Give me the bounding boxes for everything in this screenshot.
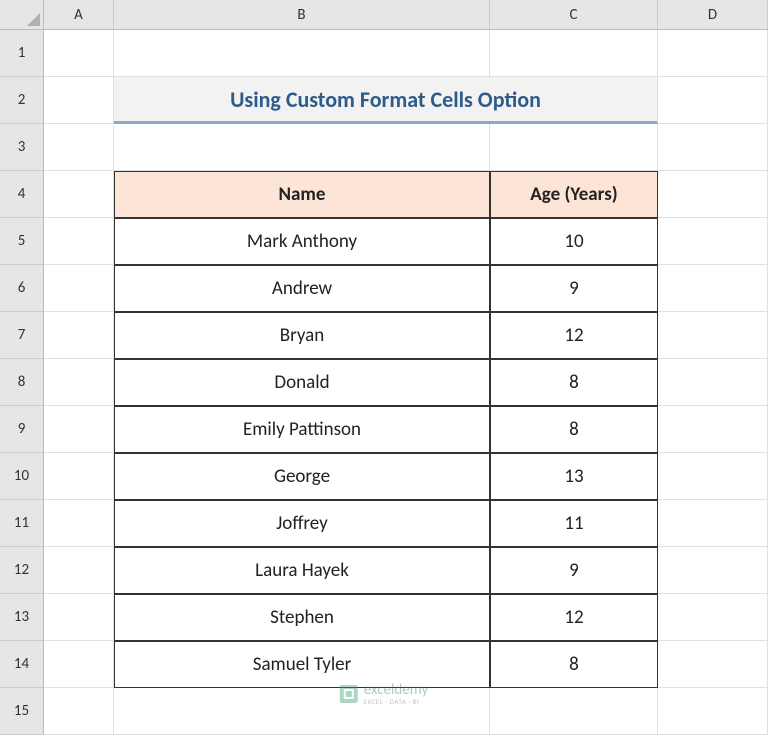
- row-header-13[interactable]: 13: [0, 594, 44, 641]
- cell-a5[interactable]: [44, 218, 114, 265]
- cell-d12[interactable]: [658, 547, 768, 594]
- cell-b3[interactable]: [114, 124, 490, 171]
- cell-d11[interactable]: [658, 500, 768, 547]
- row-header-2[interactable]: 2: [0, 77, 44, 124]
- col-header-b[interactable]: B: [114, 0, 490, 30]
- row-header-14[interactable]: 14: [0, 641, 44, 688]
- cell-d1[interactable]: [658, 30, 768, 77]
- cell-a13[interactable]: [44, 594, 114, 641]
- table-row[interactable]: 12: [490, 594, 658, 641]
- cell-d9[interactable]: [658, 406, 768, 453]
- table-row[interactable]: Joffrey: [114, 500, 490, 547]
- cell-c3[interactable]: [490, 124, 658, 171]
- cell-d3[interactable]: [658, 124, 768, 171]
- table-row[interactable]: 12: [490, 312, 658, 359]
- cell-c15[interactable]: [490, 688, 658, 735]
- select-all-corner[interactable]: [0, 0, 44, 30]
- table-row[interactable]: 10: [490, 218, 658, 265]
- row-header-1[interactable]: 1: [0, 30, 44, 77]
- cell-d13[interactable]: [658, 594, 768, 641]
- table-row[interactable]: Bryan: [114, 312, 490, 359]
- cell-d15[interactable]: [658, 688, 768, 735]
- cell-d5[interactable]: [658, 218, 768, 265]
- cell-d14[interactable]: [658, 641, 768, 688]
- cell-b15[interactable]: [114, 688, 490, 735]
- cell-a12[interactable]: [44, 547, 114, 594]
- table-row[interactable]: Mark Anthony: [114, 218, 490, 265]
- row-header-11[interactable]: 11: [0, 500, 44, 547]
- table-header-age[interactable]: Age (Years): [490, 171, 658, 218]
- table-row[interactable]: Donald: [114, 359, 490, 406]
- table-row[interactable]: Stephen: [114, 594, 490, 641]
- cell-d10[interactable]: [658, 453, 768, 500]
- col-header-c[interactable]: C: [490, 0, 658, 30]
- table-row[interactable]: 9: [490, 265, 658, 312]
- cell-a7[interactable]: [44, 312, 114, 359]
- cell-a14[interactable]: [44, 641, 114, 688]
- cell-d7[interactable]: [658, 312, 768, 359]
- cell-d8[interactable]: [658, 359, 768, 406]
- cell-a15[interactable]: [44, 688, 114, 735]
- col-header-a[interactable]: A: [44, 0, 114, 30]
- cell-a6[interactable]: [44, 265, 114, 312]
- cell-d4[interactable]: [658, 171, 768, 218]
- table-row[interactable]: Samuel Tyler: [114, 641, 490, 688]
- cell-a4[interactable]: [44, 171, 114, 218]
- row-header-6[interactable]: 6: [0, 265, 44, 312]
- cell-a8[interactable]: [44, 359, 114, 406]
- cell-a10[interactable]: [44, 453, 114, 500]
- table-row[interactable]: 13: [490, 453, 658, 500]
- row-header-9[interactable]: 9: [0, 406, 44, 453]
- table-row[interactable]: 8: [490, 406, 658, 453]
- table-row[interactable]: 11: [490, 500, 658, 547]
- table-row[interactable]: George: [114, 453, 490, 500]
- cell-a9[interactable]: [44, 406, 114, 453]
- title-cell[interactable]: Using Custom Format Cells Option: [114, 77, 658, 124]
- table-row[interactable]: Andrew: [114, 265, 490, 312]
- table-header-name[interactable]: Name: [114, 171, 490, 218]
- row-header-12[interactable]: 12: [0, 547, 44, 594]
- cell-a3[interactable]: [44, 124, 114, 171]
- spreadsheet-grid: A B C D 1 2 Using Custom Format Cells Op…: [0, 0, 768, 735]
- cell-a2[interactable]: [44, 77, 114, 124]
- row-header-10[interactable]: 10: [0, 453, 44, 500]
- row-header-5[interactable]: 5: [0, 218, 44, 265]
- table-row[interactable]: 9: [490, 547, 658, 594]
- table-row[interactable]: 8: [490, 359, 658, 406]
- cell-d6[interactable]: [658, 265, 768, 312]
- cell-b1[interactable]: [114, 30, 490, 77]
- col-header-d[interactable]: D: [658, 0, 768, 30]
- row-header-15[interactable]: 15: [0, 688, 44, 735]
- cell-a11[interactable]: [44, 500, 114, 547]
- row-header-8[interactable]: 8: [0, 359, 44, 406]
- table-row[interactable]: Laura Hayek: [114, 547, 490, 594]
- row-header-4[interactable]: 4: [0, 171, 44, 218]
- table-row[interactable]: 8: [490, 641, 658, 688]
- row-header-3[interactable]: 3: [0, 124, 44, 171]
- table-row[interactable]: Emily Pattinson: [114, 406, 490, 453]
- cell-d2[interactable]: [658, 77, 768, 124]
- cell-c1[interactable]: [490, 30, 658, 77]
- row-header-7[interactable]: 7: [0, 312, 44, 359]
- cell-a1[interactable]: [44, 30, 114, 77]
